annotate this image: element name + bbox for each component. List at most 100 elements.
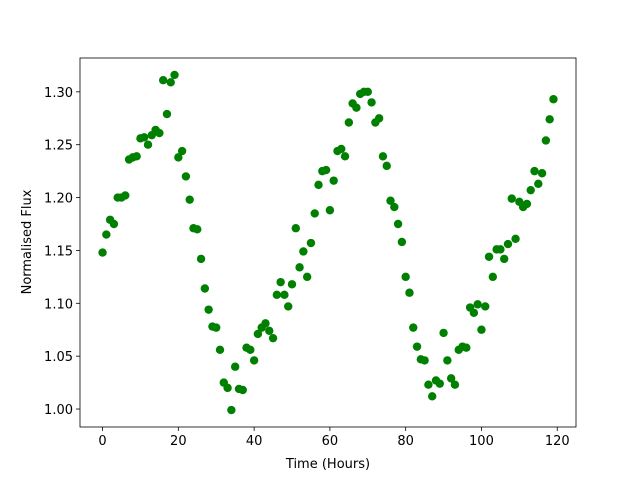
point	[227, 405, 236, 415]
point	[484, 252, 494, 261]
y-tick-label: 1.05	[44, 350, 73, 365]
point	[276, 277, 285, 287]
point	[314, 180, 323, 190]
point	[325, 206, 335, 215]
x-tick-label: 120	[545, 434, 570, 449]
point	[549, 95, 558, 104]
point	[344, 118, 354, 127]
point	[284, 302, 293, 311]
x-tick-label: 80	[397, 434, 414, 449]
point	[238, 385, 247, 395]
y-tick-label: 1.20	[44, 192, 73, 207]
point	[386, 196, 395, 205]
point	[469, 308, 479, 318]
point	[177, 146, 187, 156]
point	[174, 153, 183, 162]
point	[321, 165, 331, 175]
point	[295, 263, 304, 272]
point	[409, 323, 418, 332]
point	[302, 272, 312, 282]
point	[450, 380, 460, 389]
point	[526, 185, 535, 195]
point	[249, 356, 259, 365]
point	[261, 319, 270, 328]
point	[291, 224, 300, 233]
point	[534, 179, 543, 189]
point	[340, 152, 350, 161]
point	[420, 356, 429, 365]
point	[393, 219, 403, 229]
x-tick-label: 60	[322, 434, 339, 449]
y-axis-label: Normalised Flux	[20, 189, 35, 294]
point	[511, 234, 520, 243]
point	[481, 302, 490, 311]
point	[412, 342, 422, 351]
point	[443, 356, 452, 365]
point	[462, 343, 471, 352]
point	[397, 237, 407, 247]
point	[170, 70, 179, 80]
point	[223, 383, 232, 393]
point	[378, 152, 388, 161]
point	[530, 166, 539, 176]
point	[280, 290, 289, 300]
point	[496, 245, 505, 254]
point	[507, 194, 516, 203]
point	[204, 305, 213, 314]
x-tick-label: 40	[246, 434, 263, 449]
x-tick-label: 100	[469, 434, 494, 449]
point	[374, 114, 384, 123]
point	[363, 87, 372, 97]
point	[541, 136, 551, 145]
point	[352, 103, 361, 112]
x-tick-label: 0	[98, 434, 106, 449]
point	[230, 362, 240, 371]
point	[390, 202, 399, 212]
point	[212, 323, 221, 332]
point	[428, 392, 437, 401]
point	[329, 176, 338, 185]
point	[405, 288, 414, 297]
y-tick-label: 1.30	[44, 86, 73, 101]
y-tick-label: 1.10	[44, 297, 73, 312]
point	[522, 199, 532, 209]
point	[488, 272, 498, 282]
point	[499, 254, 509, 264]
point	[181, 172, 191, 181]
point	[166, 78, 175, 87]
point	[503, 239, 513, 249]
point	[299, 247, 308, 256]
point	[158, 76, 168, 85]
point	[102, 230, 111, 239]
point	[446, 374, 456, 383]
point	[537, 169, 547, 178]
plot-frame	[79, 57, 577, 428]
point	[162, 109, 172, 119]
point	[439, 328, 448, 338]
point	[185, 195, 194, 204]
point	[306, 238, 316, 248]
point	[253, 329, 263, 339]
point	[435, 379, 444, 388]
point	[109, 219, 119, 229]
point	[155, 128, 164, 138]
point	[121, 191, 130, 200]
point	[246, 345, 255, 355]
point	[200, 284, 210, 293]
x-axis-label: Time (Hours)	[285, 457, 370, 472]
y-tick-label: 1.00	[44, 403, 73, 418]
point	[382, 161, 391, 171]
point	[272, 290, 282, 300]
point	[477, 325, 486, 334]
y-tick-label: 1.25	[44, 139, 73, 154]
point	[310, 209, 319, 218]
point	[473, 300, 482, 309]
point	[193, 225, 202, 234]
point	[545, 115, 554, 124]
point	[265, 326, 274, 335]
point	[424, 380, 433, 389]
point	[196, 254, 206, 264]
y-tick-label: 1.15	[44, 244, 73, 259]
